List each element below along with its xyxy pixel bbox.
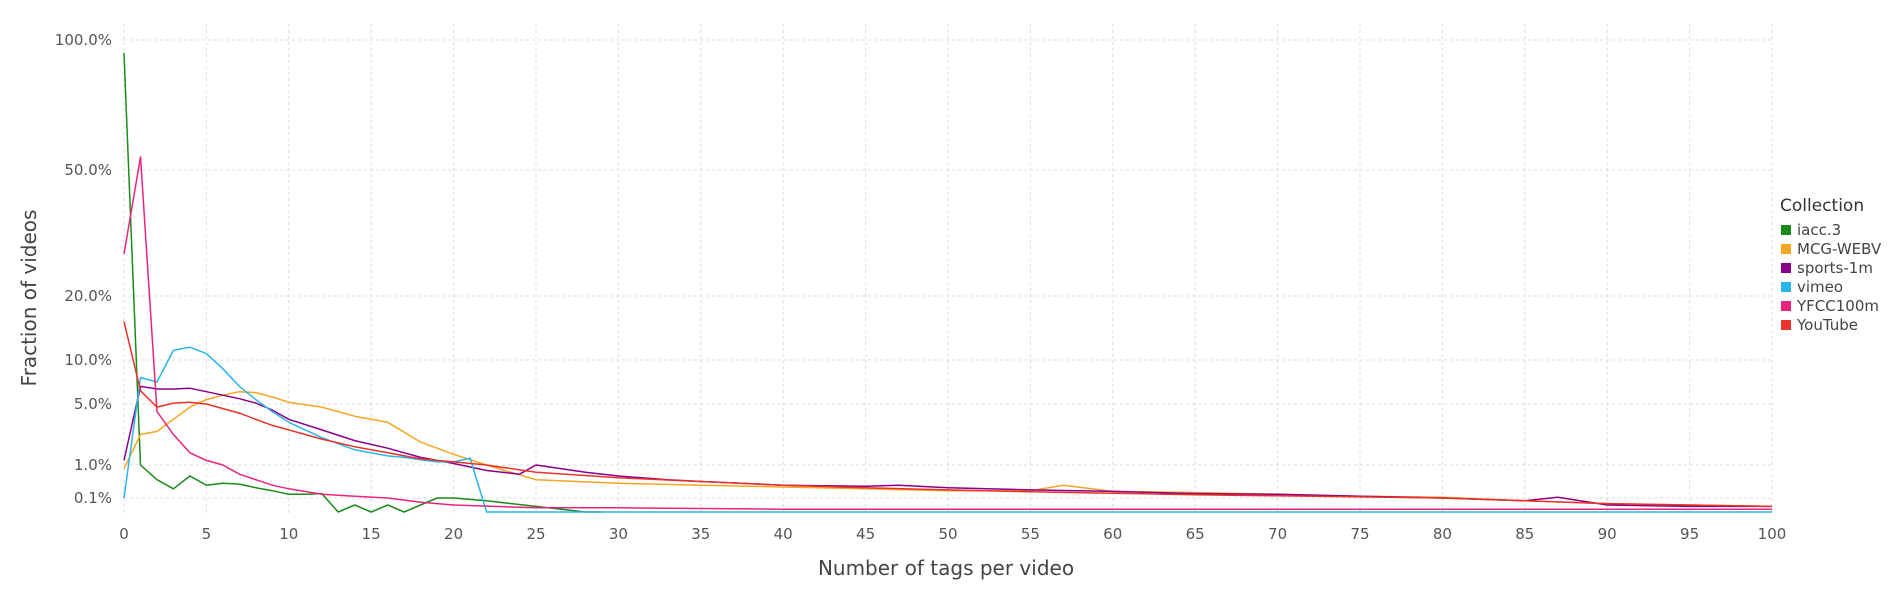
x-tick-label: 15 (362, 525, 381, 543)
legend-swatch (1781, 282, 1791, 292)
legend-swatch (1781, 301, 1791, 311)
y-tick-label: 50.0% (64, 161, 112, 179)
x-tick-label: 10 (279, 525, 298, 543)
series-line-vimeo (123, 346, 1772, 513)
y-tick-label: 10.0% (64, 351, 112, 369)
legend-swatch (1781, 263, 1791, 273)
series-line-youtube (123, 321, 1773, 508)
series-lines (123, 52, 1773, 513)
legend-label: iacc.3 (1797, 221, 1841, 239)
y-axis-ticks: 0.1% 1.0% 5.0% 10.0% 20.0% 50.0% 100.0% (55, 31, 112, 507)
grid (123, 24, 1773, 513)
legend-label: MCG-WEBV (1797, 240, 1882, 258)
x-tick-label: 70 (1268, 525, 1287, 543)
x-tick-label: 90 (1598, 525, 1617, 543)
x-axis-title: Number of tags per video (818, 556, 1074, 580)
x-tick-label: 45 (856, 525, 875, 543)
y-tick-label: 0.1% (74, 489, 112, 507)
y-axis-title: Fraction of videos (17, 210, 41, 387)
x-axis-ticks: 0 5 10 15 20 25 30 35 40 45 50 55 60 65 70 75 80 85 90 95 10… (119, 525, 1786, 543)
x-tick-label: 75 (1350, 525, 1369, 543)
x-tick-label: 85 (1515, 525, 1534, 543)
y-tick-label: 20.0% (64, 287, 112, 305)
x-tick-label: 65 (1186, 525, 1205, 543)
x-tick-label: 100 (1758, 525, 1787, 543)
x-tick-label: 95 (1680, 525, 1699, 543)
legend-label: YFCC100m (1796, 297, 1879, 315)
legend-title: Collection (1780, 196, 1864, 216)
legend-swatch (1781, 244, 1791, 254)
y-tick-label: 1.0% (74, 456, 112, 474)
legend-swatch (1781, 225, 1791, 235)
x-tick-label: 35 (691, 525, 710, 543)
x-tick-label: 0 (119, 525, 129, 543)
legend-label: sports-1m (1797, 259, 1873, 277)
legend-swatch (1781, 320, 1791, 330)
x-tick-label: 55 (1021, 525, 1040, 543)
legend-label: YouTube (1796, 316, 1858, 334)
series-line-sports-1m (123, 385, 1772, 508)
x-tick-label: 30 (609, 525, 628, 543)
x-tick-label: 25 (526, 525, 545, 543)
x-tick-label: 80 (1433, 525, 1452, 543)
y-tick-label: 5.0% (74, 395, 112, 413)
x-tick-label: 5 (202, 525, 212, 543)
x-tick-label: 60 (1103, 525, 1122, 543)
legend: Collection iacc.3MCG-WEBVsports-1mvimeoY… (1780, 196, 1882, 334)
x-tick-label: 50 (938, 525, 957, 543)
legend-label: vimeo (1797, 278, 1843, 296)
y-tick-label: 100.0% (55, 31, 112, 49)
x-tick-label: 40 (774, 525, 793, 543)
x-tick-label: 20 (444, 525, 463, 543)
series-line-yfcc100m (123, 156, 1772, 510)
